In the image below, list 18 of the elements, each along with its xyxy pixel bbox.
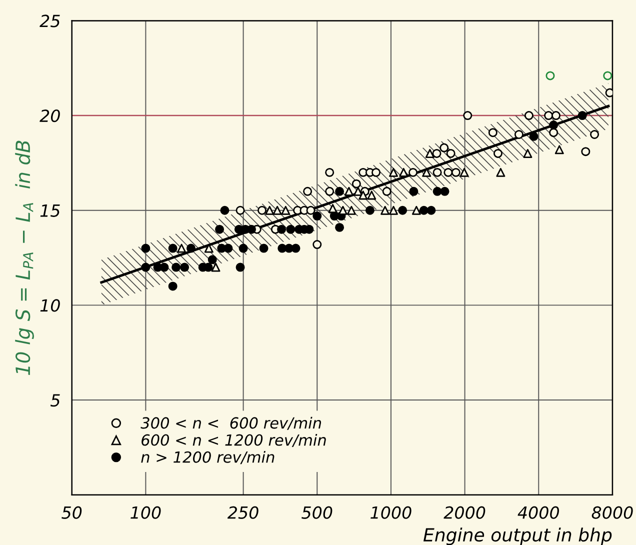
y-tick-label: 25 xyxy=(40,14,60,28)
x-tick-label: 250 xyxy=(227,506,258,519)
x-tick-label: 4000 xyxy=(518,506,560,519)
legend-label: n > 1200 rev/min xyxy=(141,451,274,464)
legend-label: 600 < n < 1200 rev/min xyxy=(142,434,326,447)
x-tick-label: 8000 xyxy=(592,506,633,519)
x-tick-label: 1000 xyxy=(370,506,412,519)
x-tick-label: 2000 xyxy=(444,506,486,519)
y-tick-label: 10 xyxy=(40,299,60,312)
y-tick-label: 5 xyxy=(50,394,60,407)
x-axis-title: Engine output in bhp xyxy=(423,528,612,545)
x-tick-label: 100 xyxy=(130,506,161,519)
y-tick-label: 15 xyxy=(40,204,60,217)
y-axis-title: 10 lg S = L$_{PA}$ − L$_{A}$ in dB xyxy=(15,140,34,376)
legend-label: 300 < n < 600 rev/min xyxy=(140,416,322,430)
x-tick-label: 50 xyxy=(62,506,82,519)
y-tick-label: 20 xyxy=(40,110,60,122)
x-tick-label: 500 xyxy=(302,506,332,519)
